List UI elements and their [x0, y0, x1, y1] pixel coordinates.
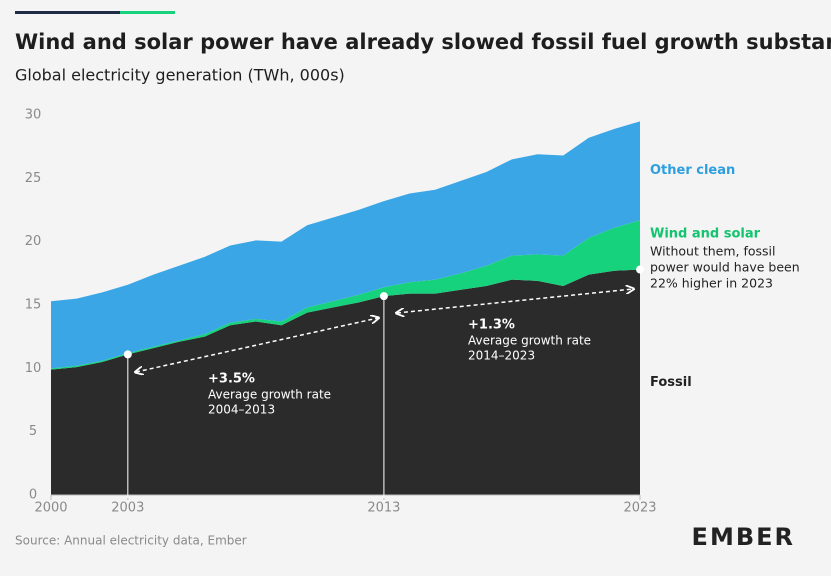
accent-bar	[15, 11, 175, 14]
marker-dot	[636, 265, 644, 274]
marker-dot	[123, 350, 132, 359]
logo: EMBER	[692, 523, 795, 551]
x-tick-label: 2003	[111, 501, 144, 516]
annotation-arrow	[136, 318, 378, 372]
series-label: Wind and solar	[650, 227, 761, 242]
chart-title: Wind and solar power have already slowed…	[15, 30, 831, 54]
x-tick-label: 2013	[367, 501, 400, 516]
series-label: Other clean	[650, 163, 735, 178]
chart-subtitle: Global electricity generation (TWh, 000s…	[15, 66, 345, 85]
annotation-text: 2014–2023	[468, 349, 535, 363]
y-tick-label: 10	[25, 361, 42, 376]
area	[51, 269, 640, 495]
annotation-arrow	[397, 289, 633, 313]
y-tick-label: 20	[25, 234, 42, 249]
annotation-text: Average growth rate	[468, 334, 591, 348]
y-tick-label: 15	[25, 298, 42, 313]
annotation-text: 2004–2013	[208, 403, 275, 417]
source: Source: Annual electricity data, Ember	[15, 534, 247, 548]
y-tick-label: 0	[29, 488, 37, 503]
y-tick-label: 30	[25, 108, 42, 123]
area	[51, 121, 640, 369]
note: Without them, fossil	[650, 244, 775, 259]
series-label: Fossil	[650, 375, 692, 390]
annotation-title: +1.3%	[468, 318, 515, 333]
y-tick-label: 25	[25, 171, 42, 186]
x-tick-label: 2000	[34, 501, 67, 516]
x-tick-label: 2023	[623, 501, 656, 516]
marker-dot	[379, 292, 388, 301]
accent-bar	[120, 11, 175, 14]
note: 22% higher in 2023	[650, 276, 773, 291]
annotation-title: +3.5%	[208, 372, 255, 387]
y-tick-label: 5	[29, 424, 37, 439]
note: power would have been	[650, 260, 800, 275]
annotation-text: Average growth rate	[208, 388, 331, 402]
